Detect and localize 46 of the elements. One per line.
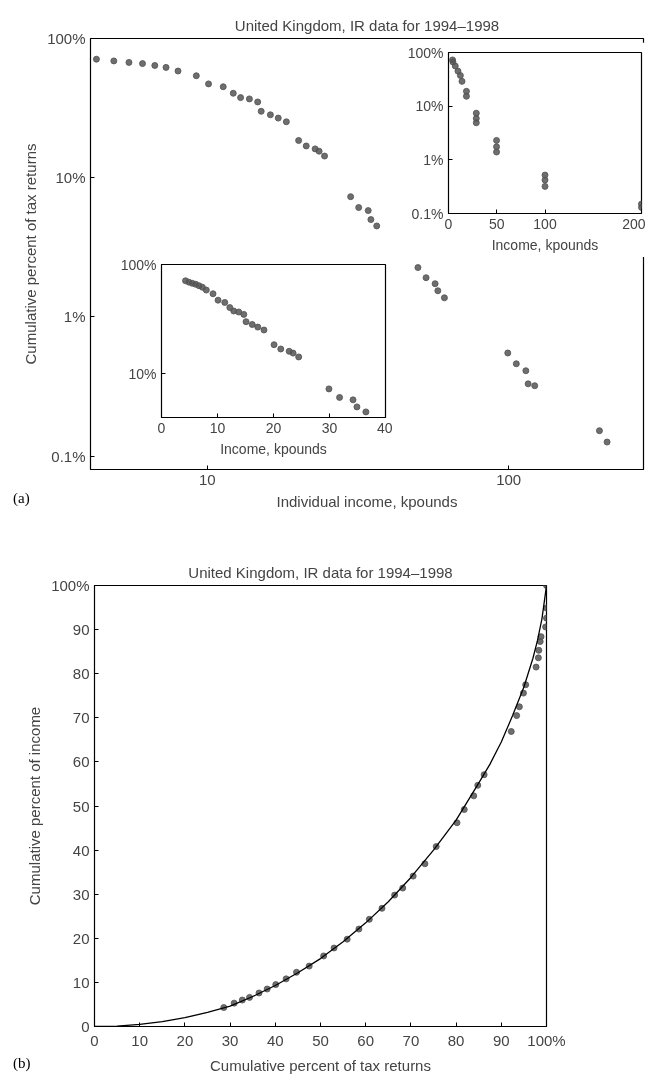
x-axis-title: Cumulative percent of tax returns: [210, 1056, 431, 1074]
y-tick-label: 0.1%: [51, 447, 86, 465]
y-tick-label: 40: [72, 841, 90, 859]
y-tick-label: 0.1%: [411, 205, 444, 222]
y-tick-label: 60: [72, 753, 90, 771]
chart-title: United Kingdom, IR data for 1994–1998: [188, 563, 453, 581]
x-tick-label: 30: [321, 419, 338, 436]
x-tick-label: 50: [488, 215, 505, 232]
x-tick-label: 20: [265, 419, 282, 436]
x-tick-label: 100%: [527, 1031, 566, 1049]
x-tick-label: 200: [622, 215, 646, 232]
text: (b): [13, 1054, 31, 1073]
y-axis-title: Cumulative percent of tax returns: [22, 143, 40, 365]
y-tick-label: 1%: [63, 308, 86, 326]
y-tick-label: 100%: [47, 30, 86, 47]
y-tick-label: 10%: [55, 169, 86, 187]
y-tick-label: 100%: [407, 44, 444, 61]
text: (a): [13, 489, 30, 508]
x-tick-label: 10: [209, 419, 226, 436]
y-tick-label: 20: [72, 929, 90, 947]
x-tick-label: 30: [221, 1031, 239, 1049]
y-axis-title: Cumulative percent of income: [26, 706, 44, 906]
y-tick-label: 10%: [415, 98, 444, 115]
x-tick-label: 90: [492, 1031, 510, 1049]
y-tick-label: 30: [72, 885, 90, 903]
x-tick-label: 100: [496, 470, 522, 488]
x-tick-label: 50: [312, 1031, 329, 1049]
x-tick-label: 40: [376, 419, 393, 436]
x-tick-label: 20: [176, 1031, 194, 1049]
chart-title: United Kingdom, IR data for 1994–1998: [234, 16, 500, 34]
x-axis-title: Individual income, kpounds: [276, 492, 458, 510]
x-tick-label: 40: [266, 1031, 284, 1049]
x-tick-label: 80: [447, 1031, 465, 1049]
y-tick-label: 80: [72, 665, 90, 683]
y-tick-label: 90: [72, 621, 90, 639]
x-axis-title: Income, kpounds: [220, 440, 327, 457]
y-tick-label: 100%: [51, 577, 90, 594]
y-tick-label: 70: [72, 709, 90, 727]
y-tick-label: 0: [81, 1018, 90, 1035]
y-tick-label: 1%: [423, 151, 444, 168]
x-axis-title: Income, kpounds: [491, 236, 599, 253]
y-tick-label: 10%: [128, 365, 157, 382]
x-tick-label: 60: [357, 1031, 375, 1049]
x-tick-label: 100: [533, 215, 557, 232]
y-tick-label: 10: [72, 973, 90, 991]
y-tick-label: 50: [72, 797, 90, 815]
